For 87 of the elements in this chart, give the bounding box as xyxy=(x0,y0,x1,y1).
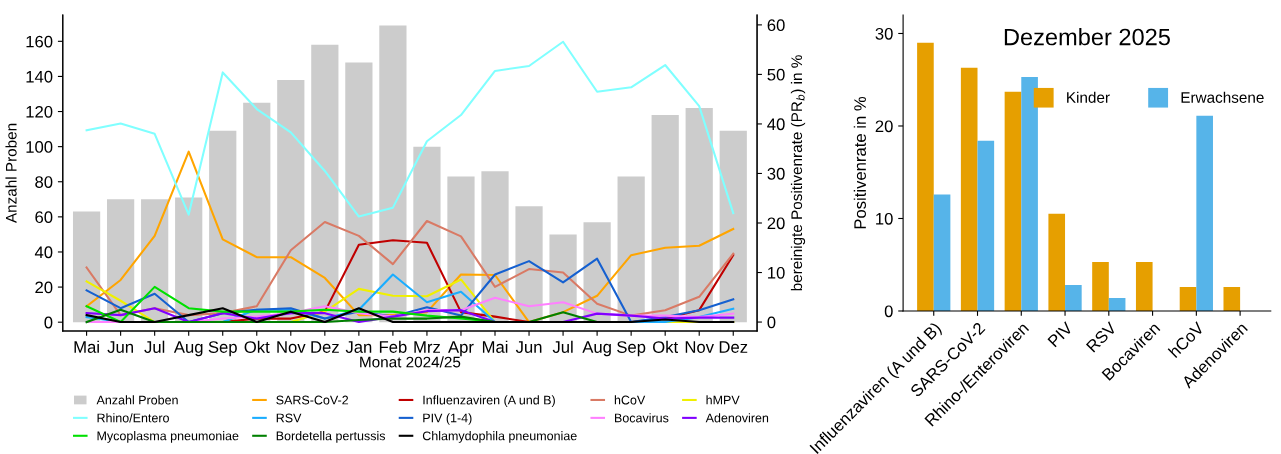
bar xyxy=(1065,285,1082,311)
y-tick-label: 0 xyxy=(884,305,893,318)
legend-label: Bocavirus xyxy=(615,413,669,423)
x-tick-label: Feb xyxy=(379,340,407,353)
y2-tick-label: 30 xyxy=(767,167,785,180)
x-tick-label: Mai xyxy=(74,340,99,353)
x-tick-label: Apr xyxy=(448,341,474,357)
x-tick-label: Jun xyxy=(107,341,133,353)
x-tick-label: Sep xyxy=(208,341,237,357)
line-series xyxy=(85,40,735,218)
y-tick-label: 140 xyxy=(26,70,53,83)
x-tick-label: Mrz xyxy=(414,341,440,353)
legend-label: Adenoviren xyxy=(705,413,769,423)
x-tick-label: Jan xyxy=(345,341,372,353)
x-tick-label: PIV xyxy=(1047,321,1074,348)
line-series xyxy=(85,150,735,324)
y2-tick-label: 20 xyxy=(767,217,785,230)
bar xyxy=(1004,91,1022,311)
y2-tick-label: 40 xyxy=(767,118,785,131)
bar xyxy=(719,130,747,323)
x-tick-label: Aug xyxy=(582,341,611,357)
x-tick-label: Nov xyxy=(685,341,714,353)
bar xyxy=(1196,115,1213,311)
x-tick-label: Dez xyxy=(311,341,339,353)
y2-axis-title: bereinigte Positivenrate (PR$_{b}$) in % xyxy=(790,55,806,291)
bar xyxy=(243,102,271,323)
bar xyxy=(1048,213,1066,311)
bar xyxy=(1179,286,1197,311)
bar xyxy=(617,176,645,323)
bar xyxy=(917,42,934,311)
y2-tick-label: 10 xyxy=(768,266,785,279)
y-tick-label: 30 xyxy=(875,27,893,40)
bar xyxy=(345,62,373,323)
x-tick-label: Nov xyxy=(277,341,306,353)
legend-label: Chlamydophila pneumoniae xyxy=(422,431,577,443)
bar xyxy=(685,108,713,323)
x-tick-label: Okt xyxy=(653,340,679,353)
y-tick-label: 120 xyxy=(26,105,53,118)
x-tick-label: Dez xyxy=(719,341,748,353)
y-axis-title: Anzahl Proben xyxy=(5,123,17,224)
y-tick-label: 20 xyxy=(875,120,893,133)
legend-label: Influenzaviren (A und B) xyxy=(423,395,555,407)
x-tick-label: Sep xyxy=(617,341,646,357)
legend-label: Rhino/Entero xyxy=(97,413,169,423)
legend-label: Anzahl Proben xyxy=(96,395,178,405)
y-tick-label: 60 xyxy=(35,211,53,224)
bar xyxy=(977,140,995,311)
chart-title: Dezember 2025 xyxy=(1004,28,1170,46)
legend-label: SARS-CoV-2 xyxy=(276,395,349,405)
x-tick-label: Mai xyxy=(482,340,508,353)
bar xyxy=(1092,261,1109,311)
bar xyxy=(515,206,543,323)
y-tick-label: 40 xyxy=(34,246,53,259)
bar xyxy=(277,79,305,323)
x-tick-label: Jul xyxy=(552,340,573,353)
bar xyxy=(1135,261,1153,311)
y-tick-label: 0 xyxy=(44,316,53,329)
y-tick-label: 80 xyxy=(35,176,53,188)
bar xyxy=(933,194,951,311)
y-tick-label: 100 xyxy=(26,141,53,153)
legend-label: hMPV xyxy=(706,395,740,405)
legend-label: Mycoplasma pneumoniae xyxy=(97,431,239,443)
bar xyxy=(311,44,339,323)
bar xyxy=(960,67,978,311)
x-tick-label: Jun xyxy=(515,341,542,353)
line-series xyxy=(85,219,735,317)
legend-label: Erwachsene xyxy=(1181,91,1264,103)
legend-label: hCoV xyxy=(614,395,646,405)
legend-label: Bordetella pertussis xyxy=(276,431,386,443)
y-tick-label: 20 xyxy=(35,281,53,294)
bar xyxy=(209,130,237,323)
bar xyxy=(1021,76,1038,311)
bar xyxy=(1223,286,1241,311)
bar xyxy=(379,25,407,323)
legend-label: Kinder xyxy=(1067,91,1110,103)
legend-label: PIV (1-4) xyxy=(423,413,472,425)
y2-tick-label: 0 xyxy=(767,316,776,329)
y2-tick-label: 60 xyxy=(767,19,785,32)
y2-tick-label: 50 xyxy=(767,68,785,81)
x-tick-label: Okt xyxy=(244,340,270,353)
y-axis-title: Positivenrate in % xyxy=(853,96,866,229)
y-tick-label: 10 xyxy=(876,212,893,225)
y-tick-label: 160 xyxy=(26,35,53,48)
x-tick-label: Jul xyxy=(144,340,165,353)
x-tick-label: Aug xyxy=(173,341,203,357)
x-axis-title: Monat 2024/25 xyxy=(360,356,461,368)
legend-label: RSV xyxy=(276,413,302,423)
